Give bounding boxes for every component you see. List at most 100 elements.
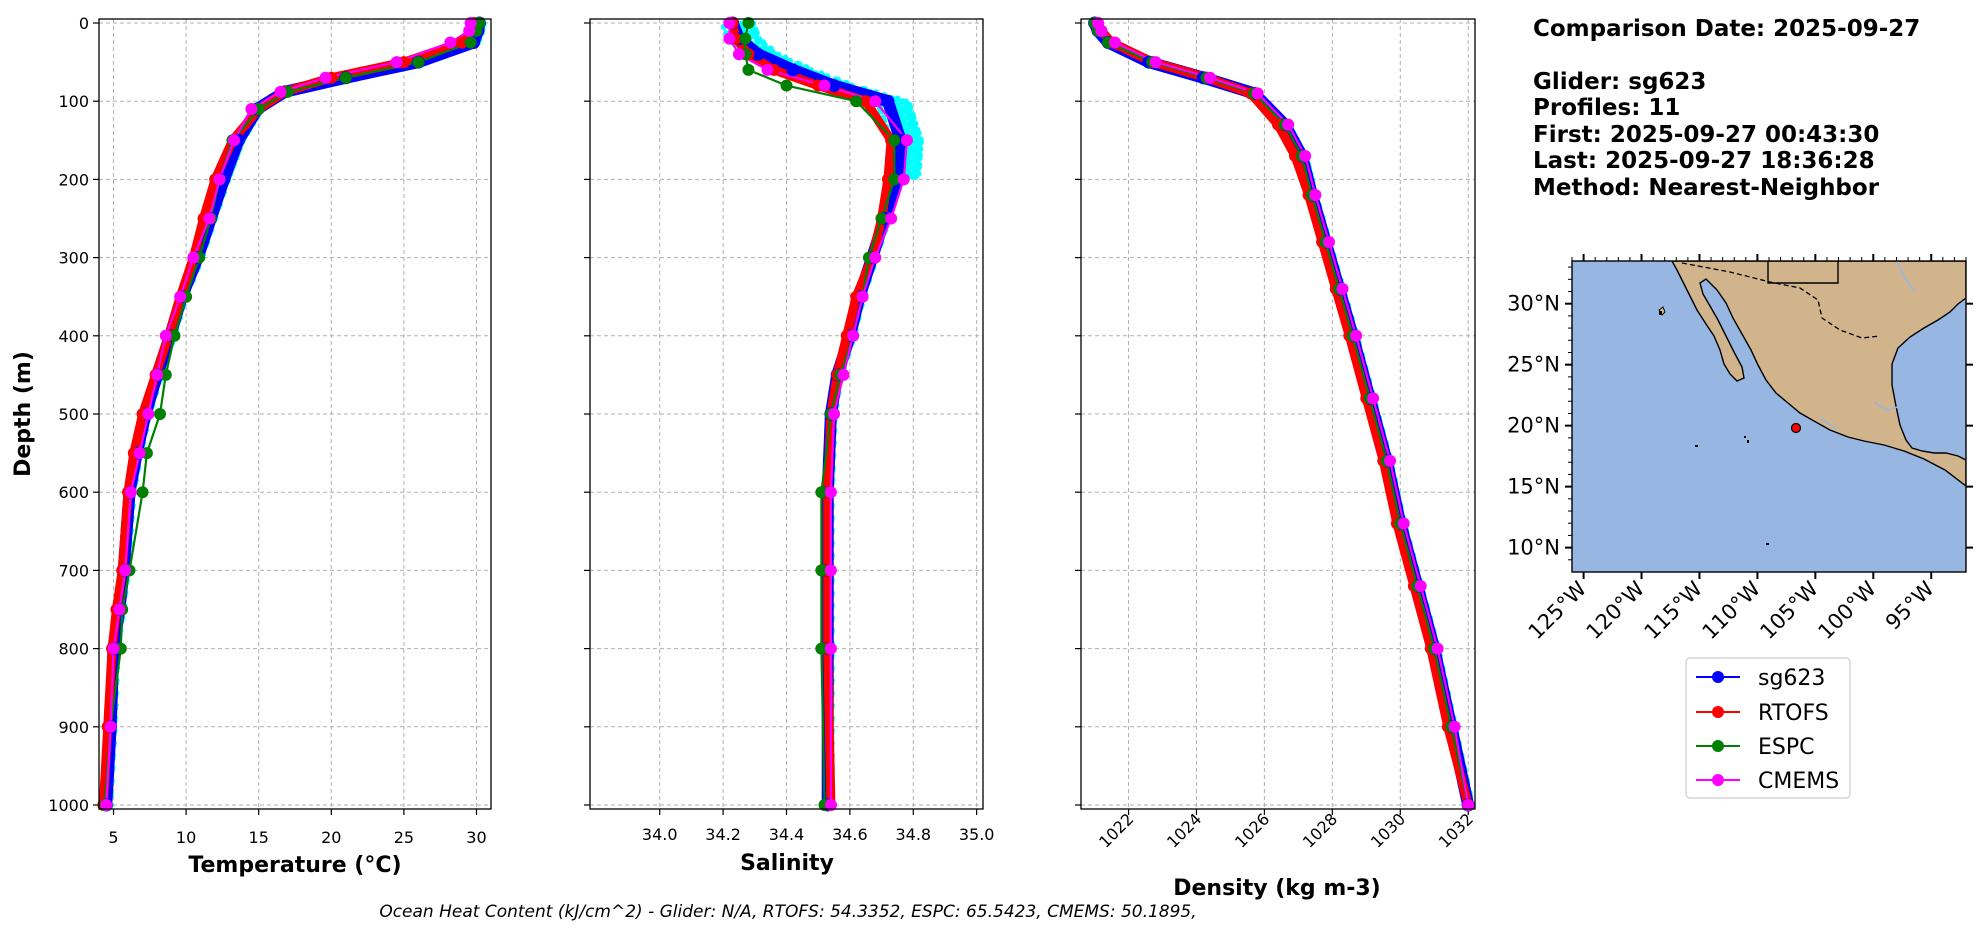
salinity-frame <box>589 18 984 810</box>
x-tick-label: 30 <box>466 828 486 847</box>
series-point-cmems <box>119 564 132 577</box>
salinity-panel: 34.0 34.2 34.4 34.6 34.8 35.0 Salinity <box>584 16 995 876</box>
salinity-xlabel: Salinity <box>740 851 834 876</box>
x-tick-label: 5 <box>108 828 118 847</box>
series-point-cmems <box>124 486 137 499</box>
x-tick-label: 1028 <box>1299 809 1341 851</box>
first-time: First: 2025-09-27 00:43:30 <box>1533 122 1879 148</box>
x-tick-label: 20 <box>321 828 341 847</box>
profile-count: Profiles: 11 <box>1533 95 1680 121</box>
x-tick-label: 34.0 <box>642 825 678 844</box>
map-lat-label: 30°N <box>1507 292 1560 316</box>
series-point-cmems <box>113 603 126 616</box>
y-tick-label: 300 <box>58 249 89 268</box>
series-point-espc <box>464 36 477 49</box>
location-map: 30°N 25°N 20°N 15°N 10°N 125°W120°W115°W110°W… <box>1507 254 1973 644</box>
map-land-mexico <box>1671 261 1966 487</box>
series-point-cmems <box>107 642 120 655</box>
y-tick-label: 500 <box>58 405 89 424</box>
x-tick-label: 34.4 <box>769 825 805 844</box>
series-point-sg623 <box>786 63 800 77</box>
map-lat-label: 10°N <box>1507 536 1560 560</box>
glider-profile-point <box>909 173 916 180</box>
series-point-cmems <box>1282 118 1295 131</box>
temperature-panel: 0 100 200 300 400 500 600 700 800 900 1000 5 10 15 20 2… <box>11 14 492 878</box>
y-tick-label: 800 <box>58 640 89 659</box>
legend-label-espc: ESPC <box>1758 735 1815 760</box>
series-point-rtofs <box>859 95 872 108</box>
x-tick-label: 34.2 <box>705 825 741 844</box>
density-panel: 1022 1024 1026 1028 1030 1032 Density (kg m-3… <box>1075 16 1477 901</box>
series-point-cmems <box>100 799 113 811</box>
method: Method: Nearest-Neighbor <box>1533 175 1880 201</box>
series-point-cmems <box>869 251 882 264</box>
last-time: Last: 2025-09-27 18:36:28 <box>1533 148 1875 174</box>
series-point-espc <box>742 17 755 29</box>
series-point-cmems <box>1350 329 1363 342</box>
series-point-espc <box>780 79 793 92</box>
series-point-cmems <box>824 564 837 577</box>
x-tick-label: 35.0 <box>959 825 995 844</box>
map-lat-label: 20°N <box>1507 414 1560 438</box>
legend-entry-sg623: sg623 <box>1696 666 1825 691</box>
series-point-espc <box>159 368 172 381</box>
series-point-cmems <box>824 486 837 499</box>
legend: sg623 RTOFS ESPC CMEMS <box>1685 657 1851 799</box>
series-point-espc <box>815 642 828 655</box>
series-point-cmems <box>274 85 287 98</box>
series-point-cmems <box>856 290 869 303</box>
series-point-cmems <box>1367 392 1380 405</box>
series-point-espc <box>815 564 828 577</box>
map-lon-label: 115°W <box>1640 576 1708 644</box>
series-point-cmems <box>1414 580 1427 593</box>
series-point-cmems <box>1397 517 1410 530</box>
legend-box <box>1685 657 1851 799</box>
series-point-cmems <box>203 212 216 225</box>
y-tick-label: 100 <box>58 92 89 111</box>
depth-ylabel: Depth (m) <box>11 351 36 477</box>
temperature-frame <box>98 18 492 810</box>
series-point-espc <box>850 95 863 108</box>
series-point-cmems <box>732 48 745 61</box>
series-point-sg623 <box>881 94 895 108</box>
x-tick-label: 25 <box>394 828 414 847</box>
series-point-cmems <box>824 799 837 811</box>
series-point-sg623 <box>827 79 841 93</box>
comparison-date: Comparison Date: 2025-09-27 <box>1533 16 1920 42</box>
series-point-cmems <box>761 63 774 76</box>
series-point-cmems <box>1309 189 1322 202</box>
temperature-xlabel: Temperature (°C) <box>188 853 401 878</box>
series-point-cmems <box>1384 454 1397 467</box>
series-point-cmems <box>723 32 736 45</box>
series-point-cmems <box>245 103 258 116</box>
map-lon-label: 110°W <box>1698 576 1766 644</box>
series-point-cmems <box>142 408 155 420</box>
series-point-espc <box>815 486 828 499</box>
series-point-cmems <box>818 79 831 92</box>
y-tick-label: 700 <box>58 561 89 580</box>
series-point-cmems <box>151 368 164 381</box>
map-river <box>1819 261 1916 431</box>
series-point-espc <box>739 32 752 45</box>
series-point-cmems <box>213 173 226 186</box>
x-tick-label: 1026 <box>1231 809 1273 851</box>
x-tick-label: 15 <box>249 828 269 847</box>
series-point-cmems <box>837 368 850 381</box>
y-tick-label: 600 <box>58 483 89 502</box>
series-point-cmems <box>824 642 837 655</box>
series-point-cmems <box>1149 56 1162 69</box>
series-point-cmems <box>1462 799 1475 811</box>
series-point-cmems <box>104 720 117 733</box>
y-tick-label: 900 <box>58 718 89 737</box>
legend-label-sg623: sg623 <box>1758 666 1825 691</box>
legend-entry-rtofs: RTOFS <box>1696 701 1829 726</box>
density-frame <box>1080 18 1476 810</box>
series-point-espc <box>888 173 901 186</box>
map-lon-label: 95°W <box>1881 576 1939 634</box>
series-point-sg623 <box>751 47 765 61</box>
ocean-heat-content-text: Ocean Heat Content (kJ/cm^2) - Glider: N… <box>379 902 1196 922</box>
series-point-cmems <box>723 17 736 29</box>
series-point-cmems <box>1108 36 1121 49</box>
series-point-espc <box>875 212 888 225</box>
series-point-cmems <box>847 329 860 342</box>
